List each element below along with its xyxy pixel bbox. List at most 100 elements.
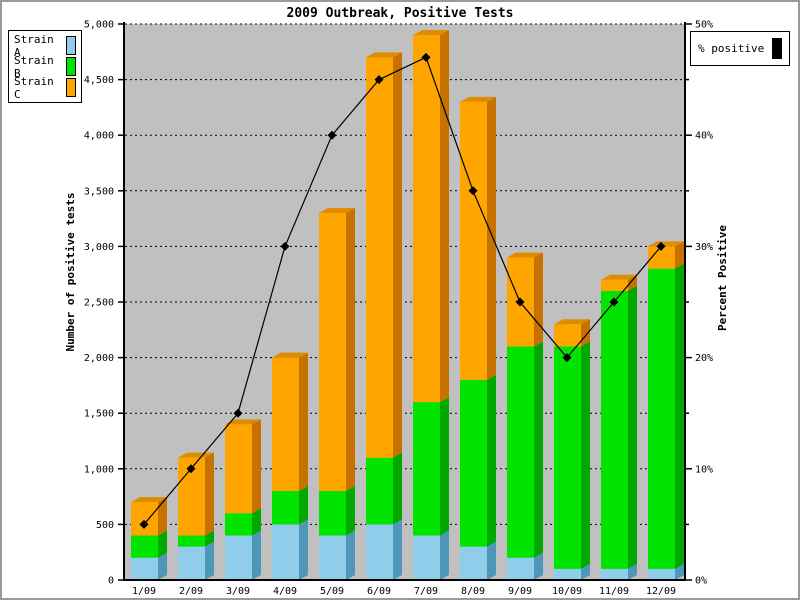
- x-tick-label: 3/09: [226, 586, 250, 597]
- bar-segment-side: [440, 30, 449, 403]
- right-tick-label: 10%: [695, 464, 713, 475]
- bar-top-face: [413, 30, 449, 36]
- left-tick-label: 0: [108, 576, 114, 587]
- bar-top-face: [319, 208, 355, 214]
- strain-a-swatch: [66, 36, 76, 55]
- x-tick-label: 1/09: [132, 586, 156, 597]
- bar-top-face: [507, 252, 543, 258]
- gridlines: [125, 23, 684, 525]
- bar-segment-side: [487, 541, 496, 580]
- bar-segment-side: [534, 252, 543, 347]
- bar-segment-side: [675, 263, 684, 569]
- legend-row-strain-c: Strain C: [14, 75, 76, 101]
- bar-segment-side: [393, 452, 402, 525]
- percent-positive-line: [139, 52, 666, 529]
- line-marker-diamond: [609, 297, 619, 307]
- x-tick-label: 6/09: [367, 586, 391, 597]
- bar-segment-front: [131, 557, 158, 580]
- bar-segment-front: [413, 35, 440, 403]
- left-tick-label: 3,000: [84, 242, 114, 253]
- bar-segment-side: [393, 519, 402, 580]
- bar-segment-side: [675, 241, 684, 269]
- bar-segment-front: [601, 568, 628, 580]
- bar-segment-front: [648, 246, 675, 269]
- x-tick-label: 10/09: [552, 586, 582, 597]
- percent-positive-swatch: [772, 38, 782, 59]
- strain-c-swatch: [66, 78, 76, 97]
- bar-segment-side: [628, 285, 637, 569]
- right-tick-label: 30%: [695, 242, 713, 253]
- bar-segment-side: [628, 274, 637, 291]
- bar-top-face: [648, 241, 684, 247]
- strain-legend: Strain A Strain B Strain C: [8, 30, 82, 103]
- bar-segment-side: [534, 552, 543, 580]
- bar-segment-front: [225, 535, 252, 580]
- percent-positive-legend: % positive: [690, 31, 790, 66]
- x-tick-label: 9/09: [508, 586, 532, 597]
- bar-segment-front: [413, 402, 440, 536]
- bar-segment-side: [299, 486, 308, 525]
- bar-segment-front: [554, 324, 581, 347]
- bar-segment-front: [507, 346, 534, 558]
- bar-segment-side: [440, 530, 449, 580]
- bar-segment-front: [554, 568, 581, 580]
- bar-segment-front: [225, 513, 252, 536]
- line-marker-diamond: [421, 52, 431, 62]
- bar-segment-front: [554, 346, 581, 569]
- bar-segment-side: [675, 563, 684, 580]
- stacked-bars: [131, 30, 684, 580]
- bar-segment-front: [601, 290, 628, 569]
- x-tick-label: 7/09: [414, 586, 438, 597]
- line-marker-diamond: [186, 464, 196, 474]
- right-tick-label: 40%: [695, 131, 713, 142]
- line-marker-diamond: [468, 186, 478, 196]
- bar-segment-side: [487, 374, 496, 547]
- bar-top-face: [601, 274, 637, 280]
- bar-top-face: [178, 452, 214, 458]
- bar-segment-front: [366, 457, 393, 525]
- bar-segment-side: [252, 419, 261, 514]
- left-tick-label: 4,000: [84, 131, 114, 142]
- bar-segment-front: [648, 568, 675, 580]
- x-axis-labels: 1/09 2/09 3/09 4/09 5/09 6/09 7/09 8/09 9/09 10/0…: [132, 586, 676, 597]
- line-marker-diamond: [233, 408, 243, 418]
- bar-segment-front: [131, 535, 158, 558]
- line-marker-diamond: [139, 519, 149, 529]
- bar-segment-front: [366, 524, 393, 580]
- left-tick-label: 1,500: [84, 409, 114, 420]
- bar-segment-front: [272, 524, 299, 580]
- bar-segment-side: [158, 497, 167, 536]
- bar-top-face: [366, 52, 402, 58]
- bar-segment-side: [440, 397, 449, 536]
- bar-segment-side: [393, 52, 402, 458]
- bar-segment-side: [346, 208, 355, 492]
- line-marker-diamond: [562, 353, 572, 363]
- bar-segment-side: [581, 563, 590, 580]
- bar-segment-front: [601, 279, 628, 291]
- x-tick-label: 4/09: [273, 586, 297, 597]
- bar-segment-front: [460, 101, 487, 380]
- chart-title: 2009 Outbreak, Positive Tests: [287, 6, 514, 21]
- bar-segment-side: [299, 519, 308, 580]
- left-tick-label: 500: [96, 520, 114, 531]
- bar-segment-front: [178, 535, 205, 547]
- bar-segment-side: [158, 530, 167, 558]
- bar-segment-side: [628, 563, 637, 580]
- bar-segment-front: [319, 491, 346, 536]
- bar-segment-front: [460, 379, 487, 547]
- bar-segment-front: [319, 535, 346, 580]
- legend-label-strain-a: Strain A: [14, 32, 54, 59]
- bar-segment-front: [225, 424, 252, 514]
- bar-segment-side: [346, 486, 355, 536]
- legend-row-strain-a: Strain A: [14, 32, 76, 59]
- bar-top-face: [131, 497, 167, 503]
- x-tick-label: 5/09: [320, 586, 344, 597]
- bar-segment-front: [366, 57, 393, 458]
- bar-segment-front: [460, 546, 487, 580]
- left-tick-label: 2,500: [84, 298, 114, 309]
- bar-segment-front: [648, 268, 675, 569]
- bar-segment-front: [131, 502, 158, 536]
- bar-segment-side: [487, 96, 496, 380]
- percent-line: [143, 56, 662, 525]
